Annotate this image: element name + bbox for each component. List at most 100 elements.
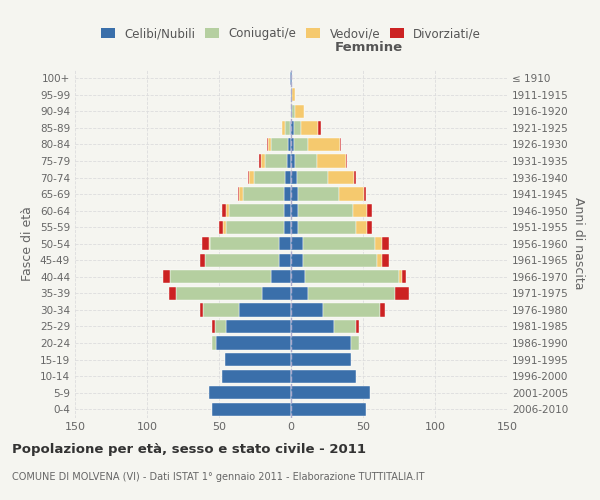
Bar xyxy=(216,336,291,349)
Bar xyxy=(294,138,308,151)
Bar xyxy=(353,204,367,218)
Bar xyxy=(249,171,254,184)
Bar xyxy=(170,270,271,283)
Bar xyxy=(163,270,170,283)
Bar xyxy=(295,154,317,168)
Bar xyxy=(280,254,291,267)
Bar xyxy=(294,122,301,134)
Bar xyxy=(367,204,371,218)
Bar xyxy=(261,154,265,168)
Bar xyxy=(222,370,291,383)
Text: COMUNE DI MOLVENA (VI) - Dati ISTAT 1° gennaio 2011 - Elaborazione TUTTITALIA.IT: COMUNE DI MOLVENA (VI) - Dati ISTAT 1° g… xyxy=(12,472,425,482)
Bar xyxy=(226,320,291,333)
Bar xyxy=(356,220,367,234)
Bar xyxy=(291,270,305,283)
Bar xyxy=(302,254,377,267)
Bar xyxy=(395,287,409,300)
Bar xyxy=(367,220,371,234)
Bar xyxy=(292,104,295,118)
Bar xyxy=(223,220,226,234)
Bar xyxy=(212,320,215,333)
Bar xyxy=(291,72,292,85)
Bar xyxy=(319,122,321,134)
Bar xyxy=(290,122,291,134)
Bar xyxy=(248,171,249,184)
Bar xyxy=(338,188,364,200)
Bar xyxy=(328,171,355,184)
Bar xyxy=(298,188,338,200)
Bar xyxy=(200,254,205,267)
Bar xyxy=(356,320,359,333)
Bar xyxy=(291,154,295,168)
Bar xyxy=(291,336,352,349)
Bar xyxy=(212,336,216,349)
Bar xyxy=(295,104,304,118)
Bar xyxy=(291,188,298,200)
Legend: Celibi/Nubili, Coniugati/e, Vedovi/e, Divorziati/e: Celibi/Nubili, Coniugati/e, Vedovi/e, Di… xyxy=(101,28,481,40)
Bar xyxy=(352,336,359,349)
Text: Femmine: Femmine xyxy=(335,42,403,54)
Bar xyxy=(285,122,290,134)
Bar xyxy=(222,204,226,218)
Bar xyxy=(355,171,356,184)
Bar xyxy=(200,304,203,316)
Bar xyxy=(301,122,319,134)
Bar xyxy=(262,287,291,300)
Bar xyxy=(291,353,352,366)
Bar xyxy=(225,353,291,366)
Bar xyxy=(291,122,294,134)
Bar xyxy=(284,204,291,218)
Bar xyxy=(288,138,291,151)
Bar xyxy=(374,237,382,250)
Bar xyxy=(219,220,223,234)
Bar xyxy=(291,370,356,383)
Bar xyxy=(254,171,285,184)
Bar xyxy=(317,154,346,168)
Bar xyxy=(271,138,288,151)
Bar xyxy=(259,154,261,168)
Bar xyxy=(382,237,389,250)
Bar xyxy=(280,237,291,250)
Bar xyxy=(176,287,262,300)
Bar xyxy=(268,138,271,151)
Bar xyxy=(291,254,302,267)
Bar xyxy=(215,320,226,333)
Bar xyxy=(382,254,389,267)
Bar xyxy=(308,287,395,300)
Bar xyxy=(291,287,308,300)
Bar xyxy=(305,270,399,283)
Bar xyxy=(209,237,211,250)
Bar xyxy=(290,72,291,85)
Bar xyxy=(239,188,244,200)
Bar xyxy=(291,104,292,118)
Bar xyxy=(291,320,334,333)
Bar xyxy=(380,304,385,316)
Bar xyxy=(291,304,323,316)
Bar xyxy=(239,304,291,316)
Bar xyxy=(291,386,370,400)
Bar xyxy=(323,304,380,316)
Bar xyxy=(265,154,287,168)
Bar xyxy=(205,254,280,267)
Bar xyxy=(202,237,209,250)
Bar xyxy=(377,254,382,267)
Bar xyxy=(334,320,356,333)
Bar xyxy=(297,171,328,184)
Bar xyxy=(292,88,295,102)
Bar xyxy=(298,204,353,218)
Bar xyxy=(402,270,406,283)
Bar xyxy=(266,138,268,151)
Bar xyxy=(399,270,402,283)
Bar xyxy=(283,122,285,134)
Bar xyxy=(212,402,291,416)
Bar xyxy=(346,154,347,168)
Bar xyxy=(226,204,229,218)
Y-axis label: Fasce di età: Fasce di età xyxy=(22,206,34,281)
Bar xyxy=(284,188,291,200)
Bar xyxy=(284,220,291,234)
Bar xyxy=(291,402,366,416)
Text: Popolazione per età, sesso e stato civile - 2011: Popolazione per età, sesso e stato civil… xyxy=(12,442,366,456)
Bar xyxy=(244,188,284,200)
Bar xyxy=(271,270,291,283)
Bar xyxy=(291,88,292,102)
